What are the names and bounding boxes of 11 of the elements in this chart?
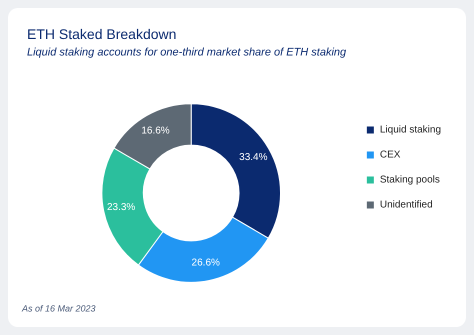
data-label: 33.4%: [239, 152, 268, 163]
data-label: 16.6%: [141, 125, 170, 136]
data-label: 23.3%: [106, 202, 136, 214]
legend-label: Staking pools: [380, 174, 440, 186]
data-label: 26.6%: [192, 258, 220, 269]
legend-label: Liquid staking: [380, 124, 442, 136]
chart-subtitle: Liquid staking accounts for one-third market share of ETH staking: [27, 46, 348, 58]
legend-label: CEX: [380, 150, 401, 160]
legend-label: Unidentified: [380, 200, 433, 210]
chart-title: ETH Staked Breakdown: [27, 26, 176, 42]
text: As of 16 Mar 2023: [21, 304, 96, 314]
